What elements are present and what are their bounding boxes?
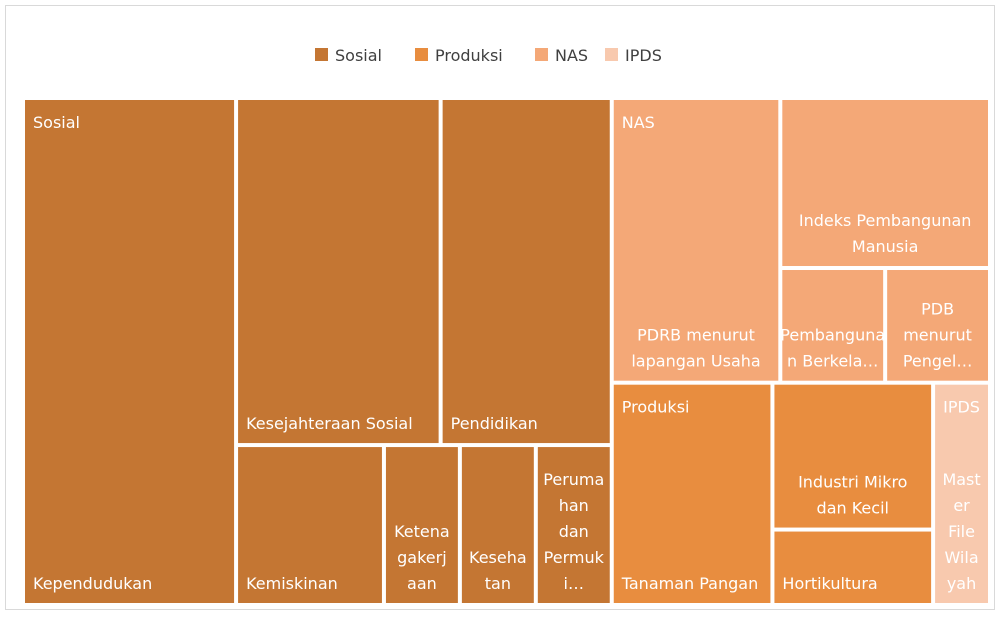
treemap-tile — [613, 384, 771, 603]
tile-label: Ketena gakerj aan — [394, 522, 450, 593]
legend-label: IPDS — [625, 46, 662, 65]
treemap-tile — [782, 270, 884, 381]
tile-label-line: Mast — [942, 470, 980, 489]
tile-label: Indeks Pembangunan Manusia — [799, 211, 972, 256]
tile-label-line: Pendidikan — [451, 414, 538, 433]
treemap-tile — [774, 384, 932, 528]
tile-label-line: Hortikultura — [782, 574, 877, 593]
legend-swatch — [415, 48, 428, 61]
group-label: NAS — [622, 113, 655, 132]
tile-label-line: Tanaman Pangan — [621, 574, 758, 593]
tile-label-line: Kependudukan — [33, 574, 152, 593]
tile-label-line: PDB — [921, 300, 954, 319]
tile-label-line: gakerj — [397, 548, 447, 567]
legend-label: NAS — [555, 46, 588, 65]
tile-label: Hortikultura — [782, 574, 877, 593]
treemap-tile — [442, 100, 610, 444]
group-label: Produksi — [622, 398, 690, 417]
tile-label-line: tan — [485, 574, 511, 593]
tile-label-line: i… — [564, 574, 584, 593]
tile-label-line: n Berkela… — [787, 352, 878, 371]
tile-label-line: er — [953, 496, 970, 515]
legend-swatch — [605, 48, 618, 61]
tile-label-line: Pengel… — [903, 352, 973, 371]
tile-label-line: lapangan Usaha — [631, 352, 760, 371]
treemap-tile — [461, 447, 534, 603]
tile-label-line: File — [948, 522, 975, 541]
treemap-tile — [774, 531, 932, 603]
tile-label-line: aan — [407, 574, 437, 593]
tile-label: Mast er File Wila yah — [942, 470, 980, 593]
tile-label: Kependudukan — [33, 574, 152, 593]
legend-label: Sosial — [335, 46, 382, 65]
group-label: Sosial — [33, 113, 80, 132]
tile-label: Peruma han dan Permuk i… — [543, 470, 604, 593]
tile-label: Pendidikan — [451, 414, 538, 433]
group-label-line: Sosial — [33, 113, 80, 132]
group-label-line: NAS — [622, 113, 655, 132]
tile-label-line: Pembanguna — [780, 326, 885, 345]
tile-label-line: Wila — [944, 548, 978, 567]
tile-label-line: Peruma — [543, 470, 604, 489]
tile-label: PDB menurut Pengel… — [903, 300, 973, 371]
tile-label: Kemiskinan — [246, 574, 338, 593]
tile-label-line: Ketena — [394, 522, 450, 541]
tile-label: Keseha tan — [469, 548, 527, 593]
tile-label-line: yah — [947, 574, 976, 593]
tile-label-line: PDRB menurut — [637, 326, 755, 345]
tile-label: Industri Mikro dan Kecil — [798, 473, 907, 518]
legend-label: Produksi — [435, 46, 503, 65]
tile-label: Pembanguna n Berkela… — [780, 326, 885, 371]
tile-label-line: Permuk — [544, 548, 605, 567]
legend-swatch — [535, 48, 548, 61]
tile-label-line: Kesejahteraan Sosial — [246, 414, 413, 433]
legend-swatch — [315, 48, 328, 61]
treemap-tile — [782, 100, 988, 267]
tile-label-line: dan Kecil — [817, 499, 889, 518]
tile-label-line: Industri Mikro — [798, 473, 907, 492]
group-label-line: IPDS — [943, 398, 980, 417]
tile-label-line: dan — [559, 522, 589, 541]
tile-label: Tanaman Pangan — [621, 574, 758, 593]
treemap-tile — [385, 447, 458, 603]
tile-label-line: Keseha — [469, 548, 527, 567]
tile-label-line: Indeks Pembangunan — [799, 211, 972, 230]
treemap-tile — [238, 447, 382, 603]
treemap-tile — [935, 384, 988, 603]
treemap-tile — [238, 100, 439, 444]
tile-label-line: Kemiskinan — [246, 574, 338, 593]
treemap-tile — [613, 100, 779, 381]
tile-label-line: han — [559, 496, 589, 515]
tile-label-line: menurut — [903, 326, 972, 345]
treemap-tile — [537, 447, 610, 603]
tile-label: PDRB menurut lapangan Usaha — [631, 326, 760, 371]
treemap-tile — [25, 100, 235, 603]
tile-label: Kesejahteraan Sosial — [246, 414, 413, 433]
group-label-line: Produksi — [622, 398, 690, 417]
treemap-tile — [887, 270, 988, 381]
tile-label-line: Manusia — [852, 237, 918, 256]
group-label: IPDS — [943, 398, 980, 417]
